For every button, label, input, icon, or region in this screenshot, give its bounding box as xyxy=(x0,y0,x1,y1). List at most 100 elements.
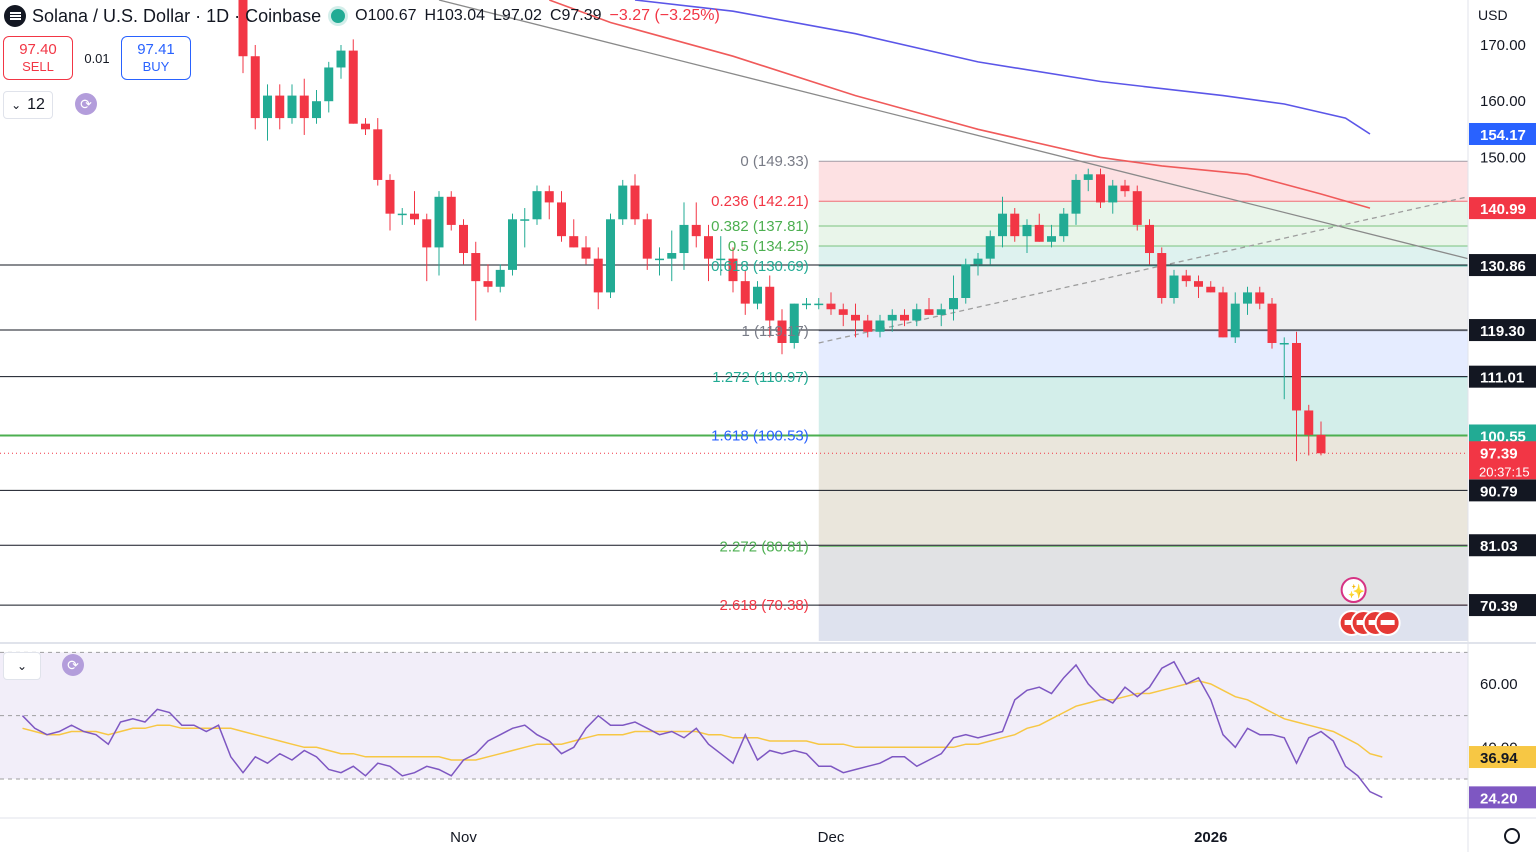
fib-level-label: 1 (119.17) xyxy=(741,323,808,340)
fib-zone xyxy=(818,266,1468,331)
price-label: 90.79 xyxy=(1480,483,1518,500)
candle-body xyxy=(1267,303,1277,343)
rsi-refresh-icon[interactable]: ⟳ xyxy=(62,654,84,676)
candle-body xyxy=(1279,342,1289,345)
price-label: 154.17 xyxy=(1480,127,1526,144)
candle-body xyxy=(1132,191,1142,225)
chevron-down-icon: ⌄ xyxy=(16,659,28,673)
candle-body xyxy=(814,303,824,306)
candle-body xyxy=(446,196,456,225)
symbol-header: Solana / U.S. Dollar · 1D · Coinbase O10… xyxy=(0,0,720,32)
candle-body xyxy=(1083,174,1093,180)
fib-zone xyxy=(818,330,1468,377)
price-axis-tick: 150.00 xyxy=(1480,149,1526,166)
buy-price: 97.41 xyxy=(137,41,175,58)
candle-body xyxy=(422,219,432,248)
candle-body xyxy=(361,123,370,130)
candle-body xyxy=(936,309,946,315)
rsi-value-label: 24.20 xyxy=(1480,790,1518,807)
candle-body xyxy=(336,50,346,68)
candle-body xyxy=(348,50,358,124)
fib-zone xyxy=(818,201,1468,226)
price-label-box xyxy=(1469,254,1536,277)
candle-body xyxy=(1010,213,1020,237)
candle-body xyxy=(851,314,860,321)
open-value: O100.67 xyxy=(355,7,417,24)
candle-body xyxy=(1243,292,1252,304)
candle-body xyxy=(998,213,1007,237)
price-label: 70.39 xyxy=(1480,598,1518,615)
candle-body xyxy=(1230,303,1240,338)
solana-logo-icon xyxy=(4,5,26,27)
countdown-label: 20:37:15 xyxy=(1479,464,1530,479)
candle-body xyxy=(238,0,248,57)
candle-body xyxy=(606,219,615,293)
candle-body xyxy=(912,309,922,321)
candle-body xyxy=(434,196,444,248)
fib-level-label: 1.618 (100.53) xyxy=(711,428,809,445)
last-price-box xyxy=(1469,441,1536,480)
price-label: 130.86 xyxy=(1480,258,1526,275)
candle-body xyxy=(373,129,383,180)
market-open-icon xyxy=(331,9,346,23)
candle-body xyxy=(557,202,566,237)
flag-stripe xyxy=(1380,620,1395,625)
fib-zone xyxy=(818,245,1468,267)
candle-body xyxy=(1181,275,1191,282)
fib-level-label: 0.236 (142.21) xyxy=(711,193,809,210)
rsi-value-label: 36.94 xyxy=(1480,750,1518,767)
time-axis-label: Dec xyxy=(818,829,845,846)
fib-zone xyxy=(818,376,1468,436)
rsi-collapse-button[interactable]: ⌄ xyxy=(3,652,41,680)
candle-body xyxy=(924,309,934,315)
event-markers[interactable] xyxy=(1338,577,1401,636)
settings-gear-icon[interactable] xyxy=(1504,828,1520,844)
rsi-pane xyxy=(21,660,1383,799)
rsi-axis-tick: 60.00 xyxy=(1480,676,1518,693)
candle-body xyxy=(520,219,530,221)
spread-value: 0.01 xyxy=(84,50,110,66)
candle-body xyxy=(630,185,640,220)
sell-price: 97.40 xyxy=(19,41,57,58)
candle-body xyxy=(581,247,591,259)
indicators-toggle[interactable]: ⌄ 12 xyxy=(3,91,53,119)
rsi-label-box xyxy=(1469,786,1536,809)
close-value: C97.39 xyxy=(549,7,602,24)
sell-button[interactable]: 97.40 SELL xyxy=(3,36,73,80)
candle-body xyxy=(532,191,542,220)
candle-body xyxy=(753,286,762,304)
price-label: 111.01 xyxy=(1480,370,1524,387)
price-pane xyxy=(0,0,1468,641)
price-axis-tick: 160.00 xyxy=(1480,93,1526,110)
candle-body xyxy=(887,314,897,321)
candle-body xyxy=(1071,179,1081,214)
candle-body xyxy=(1206,286,1216,293)
candle-body xyxy=(1169,275,1179,299)
candle-body xyxy=(679,224,689,254)
candle-body xyxy=(728,258,738,282)
moving-average-line xyxy=(549,0,1371,209)
candle-body xyxy=(1157,253,1167,299)
candle-body xyxy=(1034,224,1044,242)
candle-body xyxy=(410,213,419,220)
candle-body xyxy=(1218,292,1228,338)
candle-body xyxy=(508,219,517,270)
fib-zone xyxy=(818,161,1468,202)
fib-level-label: 1.272 (110.97) xyxy=(712,369,808,386)
low-value: L97.02 xyxy=(493,7,542,24)
price-label: 140.99 xyxy=(1480,201,1526,218)
usd-currency-label[interactable]: USD xyxy=(1478,7,1508,23)
candle-body xyxy=(275,95,285,119)
candle-body xyxy=(985,236,995,259)
symbol-title[interactable]: Solana / U.S. Dollar · 1D · Coinbase xyxy=(32,5,322,26)
candle-body xyxy=(312,101,321,119)
price-label-box xyxy=(1469,197,1536,220)
buy-button[interactable]: 97.41 BUY xyxy=(121,36,191,80)
trendline xyxy=(818,196,1468,344)
ai-sparkle-icon xyxy=(1340,577,1367,603)
time-axis-label: Nov xyxy=(450,829,477,846)
candle-body xyxy=(1145,224,1154,254)
refresh-icon[interactable]: ⟳ xyxy=(75,93,97,115)
candle-body xyxy=(1096,174,1105,203)
